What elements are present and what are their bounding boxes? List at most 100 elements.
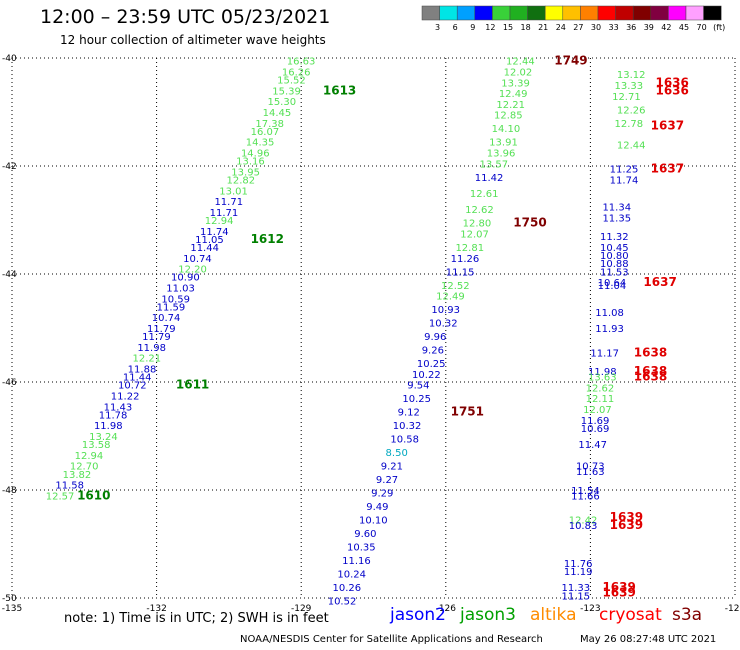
- wave-height-label: 10.25: [402, 394, 431, 405]
- wave-height-label: 12.02: [504, 68, 533, 79]
- pass-time-label: 1612: [251, 232, 284, 246]
- colorbar-swatch: [632, 5, 652, 21]
- wave-height-label: 11.26: [451, 254, 480, 265]
- colorbar-swatch: [544, 5, 564, 21]
- wave-height-label: 10.25: [417, 359, 446, 370]
- wave-height-label: 11.16: [342, 556, 371, 567]
- pass-time-label: 1636: [655, 75, 688, 89]
- wave-height-label: 12.11: [586, 394, 615, 405]
- wave-height-label: 11.44: [190, 243, 219, 254]
- wave-height-label: 16.07: [251, 127, 280, 138]
- wave-height-label: 11.32: [600, 232, 629, 243]
- wave-height-label: 13.82: [63, 470, 92, 481]
- wave-height-label: 12.82: [226, 176, 255, 187]
- colorbar-swatch: [456, 5, 476, 21]
- wave-height-label: 10.73: [576, 462, 605, 473]
- wave-height-label: 15.52: [277, 76, 306, 87]
- colorbar-label: 33: [609, 23, 619, 32]
- wave-height-label: 11.71: [210, 208, 239, 219]
- colorbar-swatch: [685, 5, 704, 21]
- wave-height-label: 10.22: [412, 370, 441, 381]
- wave-height-label: 9.49: [366, 502, 388, 513]
- pass-time-label: 1611: [176, 378, 209, 392]
- colorbar-label: 30: [591, 23, 601, 32]
- page-title: 12:00 – 23:59 UTC 05/23/2021: [40, 6, 331, 28]
- wave-height-label: 11.44: [123, 373, 152, 384]
- wave-height-label: 12.26: [617, 105, 646, 116]
- colorbar-swatch: [562, 5, 581, 21]
- wave-height-label: 10.64: [598, 278, 627, 289]
- pass-time-label: 1637: [651, 162, 684, 176]
- wave-height-label: 9.29: [371, 489, 393, 500]
- wave-height-label: 12.71: [612, 92, 641, 103]
- pass-time-label: 1638: [634, 370, 667, 384]
- wave-height-label: 10.58: [390, 435, 419, 446]
- wave-height-label: 12.44: [506, 57, 535, 68]
- colorbar-label: 15: [503, 23, 513, 32]
- x-tick-label: -132: [146, 604, 166, 614]
- colorbar-swatch: [580, 5, 599, 21]
- wave-height-label: 9.21: [381, 462, 403, 473]
- wave-height-label: 11.15: [561, 591, 590, 602]
- wave-height-label: 10.90: [171, 273, 200, 284]
- wave-height-label: 12.52: [441, 281, 470, 292]
- colorbar-label: 42: [661, 23, 671, 32]
- wave-height-label: 12.62: [465, 205, 494, 216]
- colorbar-label: 3: [435, 23, 440, 32]
- pass-time-label: 1639: [602, 580, 635, 594]
- pass-time-label: 1637: [643, 275, 676, 289]
- colorbar-swatch: [650, 5, 669, 21]
- wave-height-label: 11.58: [55, 481, 84, 492]
- wave-height-label: 10.88: [600, 259, 629, 270]
- wave-height-label: 12.42: [569, 516, 598, 527]
- pass-time-label: 1636: [655, 83, 688, 97]
- wave-height-label: 11.03: [166, 284, 195, 295]
- y-tick-label: -48: [2, 486, 17, 496]
- wave-height-label: 13.57: [480, 159, 509, 170]
- colorbar-label: 6: [453, 23, 458, 32]
- colorbar-label: 18: [521, 23, 531, 32]
- wave-height-label: 11.34: [602, 203, 631, 214]
- wave-height-label: 10.35: [347, 543, 376, 554]
- pass-time-label: 1639: [610, 518, 643, 532]
- wave-height-label: 14.96: [241, 149, 270, 160]
- wave-height-label: 12.61: [470, 189, 499, 200]
- legend-jason2: jason2: [390, 605, 446, 625]
- wave-height-label: 13.91: [489, 138, 518, 149]
- wave-height-label: 12.44: [617, 140, 646, 151]
- wave-height-label: 10.52: [328, 597, 357, 608]
- page-subtitle: 12 hour collection of altimeter wave hei…: [60, 33, 326, 47]
- colorbar-swatch: [492, 5, 511, 21]
- wave-height-label: 13.12: [617, 70, 646, 81]
- wave-height-label: 11.04: [598, 281, 627, 292]
- wave-height-label: 12.85: [494, 111, 523, 122]
- wave-height-label: 12.07: [583, 405, 612, 416]
- credit-line: NOAA/NESDIS Center for Satellite Applica…: [240, 634, 543, 645]
- wave-height-label: 10.24: [337, 570, 366, 581]
- wave-height-label: 15.30: [267, 97, 296, 108]
- colorbar-swatch: [615, 5, 634, 21]
- wave-height-label: 11.17: [590, 348, 619, 359]
- pass-time-label: 1610: [77, 488, 110, 502]
- colorbar-label: 70: [697, 23, 707, 32]
- wave-height-label: 11.78: [99, 410, 128, 421]
- colorbar-swatch: [421, 5, 440, 21]
- wave-height-label: 11.05: [195, 235, 224, 246]
- wave-height-label: 12.94: [75, 451, 104, 462]
- wave-height-label: 11.43: [104, 402, 133, 413]
- generated-timestamp: May 26 08:27:48 UTC 2021: [580, 634, 717, 645]
- wave-height-label: 9.26: [422, 346, 444, 357]
- wave-height-label: 10.80: [600, 251, 629, 262]
- y-tick-label: -46: [2, 378, 17, 388]
- wave-height-label: 10.74: [183, 254, 212, 265]
- wave-height-label: 11.33: [561, 583, 590, 594]
- wave-height-label: 11.76: [564, 559, 593, 570]
- wave-height-label: 11.25: [610, 165, 639, 176]
- pass-time-label: 1751: [451, 405, 484, 419]
- wave-height-label: 11.74: [200, 227, 229, 238]
- wave-height-label: 11.54: [571, 486, 600, 497]
- legend-s3a: s3a: [672, 605, 703, 625]
- pass-time-label: 1749: [554, 54, 587, 68]
